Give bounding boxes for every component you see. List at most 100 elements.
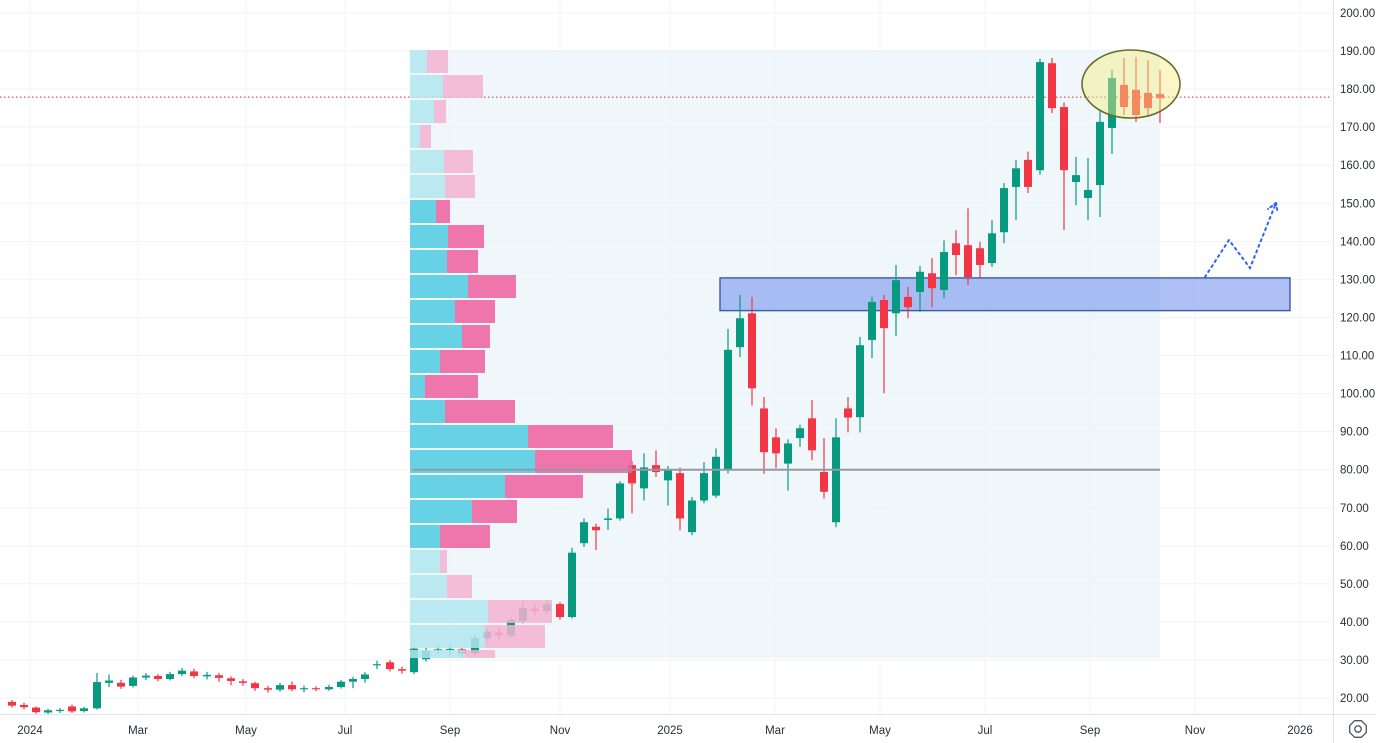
candle	[312, 688, 320, 690]
price-axis-label[interactable]: 150.00	[1340, 198, 1375, 210]
volume-profile-buy-bar	[410, 175, 445, 198]
candle	[373, 664, 381, 666]
eye-icon[interactable]	[1349, 720, 1367, 738]
candle	[288, 685, 296, 690]
volume-profile-buy-bar	[410, 575, 447, 598]
candle	[80, 708, 88, 712]
time-axis-label[interactable]: May	[869, 725, 891, 737]
candle	[772, 437, 780, 454]
volume-profile-buy-bar	[410, 150, 444, 173]
price-axis-label[interactable]: 60.00	[1340, 541, 1369, 553]
price-axis-label[interactable]: 50.00	[1340, 579, 1369, 591]
volume-profile-buy-bar	[410, 325, 462, 348]
time-axis-label[interactable]: 2025	[657, 725, 683, 737]
candle	[940, 252, 948, 291]
candle	[652, 465, 660, 472]
candle	[664, 469, 672, 481]
candle	[988, 233, 996, 264]
candle	[398, 669, 406, 671]
time-axis-label[interactable]: 2024	[17, 725, 43, 737]
supply-zone-box[interactable]	[719, 277, 1291, 312]
projection-zigzag-arrow[interactable]	[1204, 202, 1277, 278]
volume-profile-buy-bar	[410, 225, 448, 248]
candle	[1144, 92, 1152, 109]
candle	[1012, 168, 1020, 187]
price-axis-label[interactable]: 30.00	[1340, 655, 1369, 667]
candle	[604, 518, 612, 520]
time-axis-label[interactable]: Jul	[978, 725, 993, 737]
time-axis-label[interactable]: Jul	[338, 725, 353, 737]
price-axis-label[interactable]: 70.00	[1340, 503, 1369, 515]
candle	[880, 299, 888, 329]
volume-profile-buy-bar	[410, 375, 425, 398]
candle	[700, 473, 708, 501]
shaded-range-region[interactable]	[410, 50, 1160, 658]
candle	[8, 701, 16, 706]
volume-profile-sell-bar	[447, 250, 478, 273]
candle	[640, 467, 648, 489]
price-axis-label[interactable]: 20.00	[1340, 693, 1369, 705]
volume-profile-buy-bar	[410, 525, 440, 548]
time-axis-label[interactable]: Sep	[440, 725, 460, 737]
candle	[1156, 94, 1164, 99]
time-axis-label[interactable]: Nov	[550, 725, 571, 737]
candle	[1036, 62, 1044, 171]
price-axis-label[interactable]: 190.00	[1340, 46, 1375, 58]
price-axis-label[interactable]: 170.00	[1340, 122, 1375, 134]
time-axis-label[interactable]: Mar	[765, 725, 785, 737]
candle	[616, 483, 624, 519]
price-axis-label[interactable]: 90.00	[1340, 427, 1369, 439]
candle	[1048, 63, 1056, 109]
price-axis-label[interactable]: 140.00	[1340, 236, 1375, 248]
candle	[105, 680, 113, 683]
volume-profile-sell-bar	[488, 600, 552, 623]
volume-profile-buy-bar	[410, 400, 445, 423]
candle	[190, 671, 198, 676]
candle	[1084, 189, 1092, 198]
volume-profile-buy-bar	[410, 475, 505, 498]
candle	[1096, 121, 1104, 186]
candle	[748, 313, 756, 389]
candle	[1060, 107, 1068, 171]
candle	[276, 685, 284, 690]
price-axis-label[interactable]: 120.00	[1340, 312, 1375, 324]
price-axis-label[interactable]: 40.00	[1340, 617, 1369, 629]
candle	[688, 500, 696, 533]
highlight-ellipse[interactable]	[1081, 49, 1181, 119]
volume-profile-buy-bar	[410, 50, 427, 73]
price-axis-label[interactable]: 160.00	[1340, 160, 1375, 172]
time-axis-label[interactable]: 2026	[1287, 725, 1313, 737]
candle	[264, 688, 272, 690]
volume-profile-buy-bar	[410, 350, 440, 373]
candle	[712, 456, 720, 496]
volume-profile-buy-bar	[410, 500, 472, 523]
price-axis-label[interactable]: 130.00	[1340, 274, 1375, 286]
candle	[844, 408, 852, 418]
time-axis-label[interactable]: Sep	[1080, 725, 1100, 737]
volume-profile-buy-bar	[410, 200, 436, 223]
candle	[964, 245, 972, 278]
volume-profile-sell-bar	[425, 375, 478, 398]
candle	[68, 706, 76, 712]
candle	[784, 443, 792, 464]
volume-profile-sell-bar	[443, 75, 483, 98]
price-axis-label[interactable]: 100.00	[1340, 389, 1375, 401]
candle	[1120, 84, 1128, 108]
time-axis-label[interactable]: Nov	[1185, 725, 1206, 737]
volume-profile-buy-bar	[410, 275, 468, 298]
time-axis-label[interactable]: May	[235, 725, 257, 737]
volume-profile-buy-bar	[410, 100, 434, 123]
price-axis-label[interactable]: 200.00	[1340, 8, 1375, 20]
price-axis-label[interactable]: 110.00	[1340, 351, 1374, 363]
volume-profile-sell-bar	[447, 575, 472, 598]
price-axis-label[interactable]: 80.00	[1340, 465, 1369, 477]
volume-profile-sell-bar	[445, 400, 515, 423]
price-axis-label[interactable]: 180.00	[1340, 84, 1375, 96]
volume-profile-sell-bar	[455, 300, 495, 323]
volume-profile-buy-bar	[410, 250, 447, 273]
time-axis-label[interactable]: Mar	[128, 725, 148, 737]
candle	[1024, 159, 1032, 187]
candle	[203, 674, 211, 677]
